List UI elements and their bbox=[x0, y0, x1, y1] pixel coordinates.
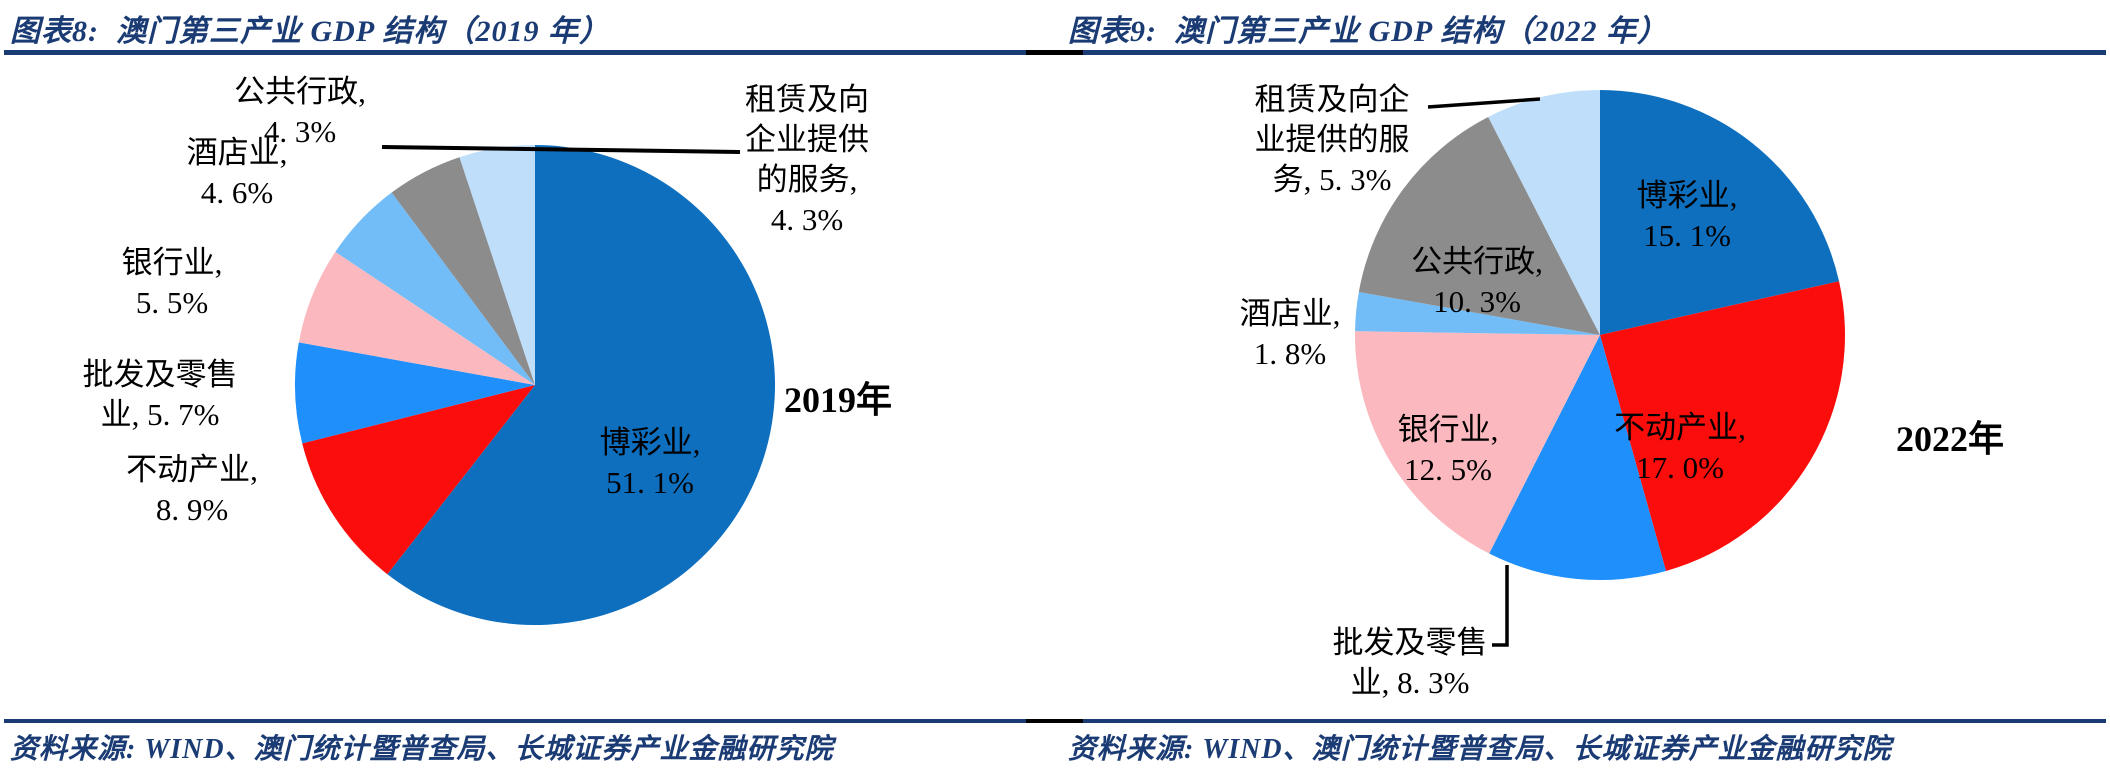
figure8-source: 资料来源: WIND、澳门统计暨普查局、长城证券产业金融研究院 bbox=[10, 734, 834, 765]
slice-label-不动产业: 不动产业, 8. 9% bbox=[126, 450, 258, 530]
slice-label-银行业: 银行业, 5. 5% bbox=[122, 243, 223, 323]
slice-label-line: 批发及零售 bbox=[1332, 625, 1488, 660]
slice-label-line: 12. 5% bbox=[1404, 452, 1492, 487]
pie-slice-租赁及向企业提供的服务-2019年 bbox=[459, 145, 535, 385]
slice-label-批发及零售业: 批发及零售业, 5. 7% bbox=[83, 355, 238, 435]
slice-label-line: 银行业, bbox=[121, 245, 223, 280]
slice-label-租赁及向企业提供的服务: 租赁及向企业提供的服务, 4. 3% bbox=[745, 80, 869, 240]
year-annotation-2019: 2019年 bbox=[783, 380, 893, 420]
slice-label-line: 酒店业, bbox=[186, 135, 288, 170]
slice-label-line: 4. 6% bbox=[200, 175, 274, 210]
slice-label-line: 不动产业, bbox=[126, 452, 258, 487]
slice-label-line: 不动产业, bbox=[1614, 410, 1746, 445]
pie-slice-公共行政-2019年 bbox=[391, 157, 535, 385]
slice-label-line: 务, 5. 3% bbox=[1272, 162, 1392, 197]
slice-label-不动产业: 不动产业, 17. 0% bbox=[1614, 408, 1746, 488]
pie-slice-博彩业-2022年 bbox=[1600, 90, 1840, 335]
slice-label-line: 租赁及向企 bbox=[1254, 82, 1410, 117]
slice-label-line: 业, 8. 3% bbox=[1350, 665, 1470, 700]
slice-label-line: 5. 5% bbox=[135, 285, 209, 320]
slice-label-line: 租赁及向 bbox=[745, 82, 869, 117]
header-rule-joint bbox=[1026, 50, 1083, 55]
slice-label-line: 业, 5. 7% bbox=[100, 397, 220, 432]
pie-slice-不动产业-2022年 bbox=[1600, 281, 1845, 571]
label-leader-line bbox=[1427, 97, 1541, 109]
slice-label-line: 公共行政, bbox=[234, 74, 366, 109]
slice-label-line: 15. 1% bbox=[1643, 218, 1731, 253]
year-annotation-2022: 2022年 bbox=[1895, 419, 2005, 459]
slice-label-公共行政: 公共行政, 10. 3% bbox=[1411, 242, 1543, 322]
slice-label-批发及零售业: 批发及零售业, 8. 3% bbox=[1333, 623, 1488, 703]
pie-slice-不动产业-2019年 bbox=[302, 385, 535, 575]
slice-label-line: 银行业, bbox=[1397, 412, 1499, 447]
pie-slice-酒店业-2019年 bbox=[335, 192, 535, 385]
slice-label-line: 4. 3% bbox=[263, 114, 337, 149]
slice-label-line: 企业提供 bbox=[745, 122, 869, 157]
pie-slice-银行业-2019年 bbox=[298, 251, 535, 385]
footer-rule-joint bbox=[1026, 719, 1083, 723]
slice-label-line: 1. 8% bbox=[1253, 336, 1327, 371]
slice-label-line: 17. 0% bbox=[1636, 450, 1724, 485]
slice-label-line: 博彩业, bbox=[599, 425, 701, 460]
slice-label-line: 8. 9% bbox=[155, 492, 229, 527]
slice-label-line: 4. 3% bbox=[770, 202, 844, 237]
slice-label-银行业: 银行业, 12. 5% bbox=[1398, 410, 1499, 490]
slice-label-line: 博彩业, bbox=[1636, 178, 1738, 213]
slice-label-酒店业: 酒店业, 4. 6% bbox=[187, 133, 288, 213]
slice-label-博彩业: 博彩业, 51. 1% bbox=[600, 423, 701, 503]
label-leader-line bbox=[381, 145, 741, 154]
slice-label-line: 酒店业, bbox=[1239, 296, 1341, 331]
slice-label-line: 51. 1% bbox=[606, 465, 694, 500]
figure9-title: 图表9: 澳门第三产业 GDP 结构（2022 年） bbox=[1068, 15, 1669, 48]
figure8-title: 图表8: 澳门第三产业 GDP 结构（2019 年） bbox=[10, 15, 611, 48]
pie-slice-酒店业-2022年 bbox=[1355, 291, 1600, 335]
figure9-source: 资料来源: WIND、澳门统计暨普查局、长城证券产业金融研究院 bbox=[1068, 734, 1892, 765]
slice-label-博彩业: 博彩业, 15. 1% bbox=[1637, 176, 1738, 256]
slice-label-公共行政: 公共行政, 4. 3% bbox=[234, 72, 366, 152]
slice-label-line: 公共行政, bbox=[1411, 244, 1543, 279]
pie-slice-银行业-2022年 bbox=[1355, 331, 1600, 554]
pie-slice-批发及零售业-2022年 bbox=[1489, 335, 1666, 580]
slice-label-line: 批发及零售 bbox=[82, 357, 238, 392]
slice-label-line: 的服务, bbox=[756, 162, 858, 197]
slice-label-酒店业: 酒店业, 1. 8% bbox=[1240, 294, 1341, 374]
label-leader-line bbox=[1492, 565, 1509, 647]
slice-label-line: 10. 3% bbox=[1433, 284, 1521, 319]
pie-slice-公共行政-2022年 bbox=[1358, 116, 1600, 335]
pie-slice-博彩业-2019年 bbox=[387, 145, 776, 625]
slice-label-租赁及向企业提供的服务: 租赁及向企业提供的服务, 5. 3% bbox=[1255, 80, 1410, 200]
pie-slice-租赁及向企业提供的服务-2022年 bbox=[1488, 90, 1600, 335]
slice-label-line: 业提供的服 bbox=[1254, 122, 1410, 157]
pie-slice-批发及零售业-2019年 bbox=[295, 342, 535, 444]
